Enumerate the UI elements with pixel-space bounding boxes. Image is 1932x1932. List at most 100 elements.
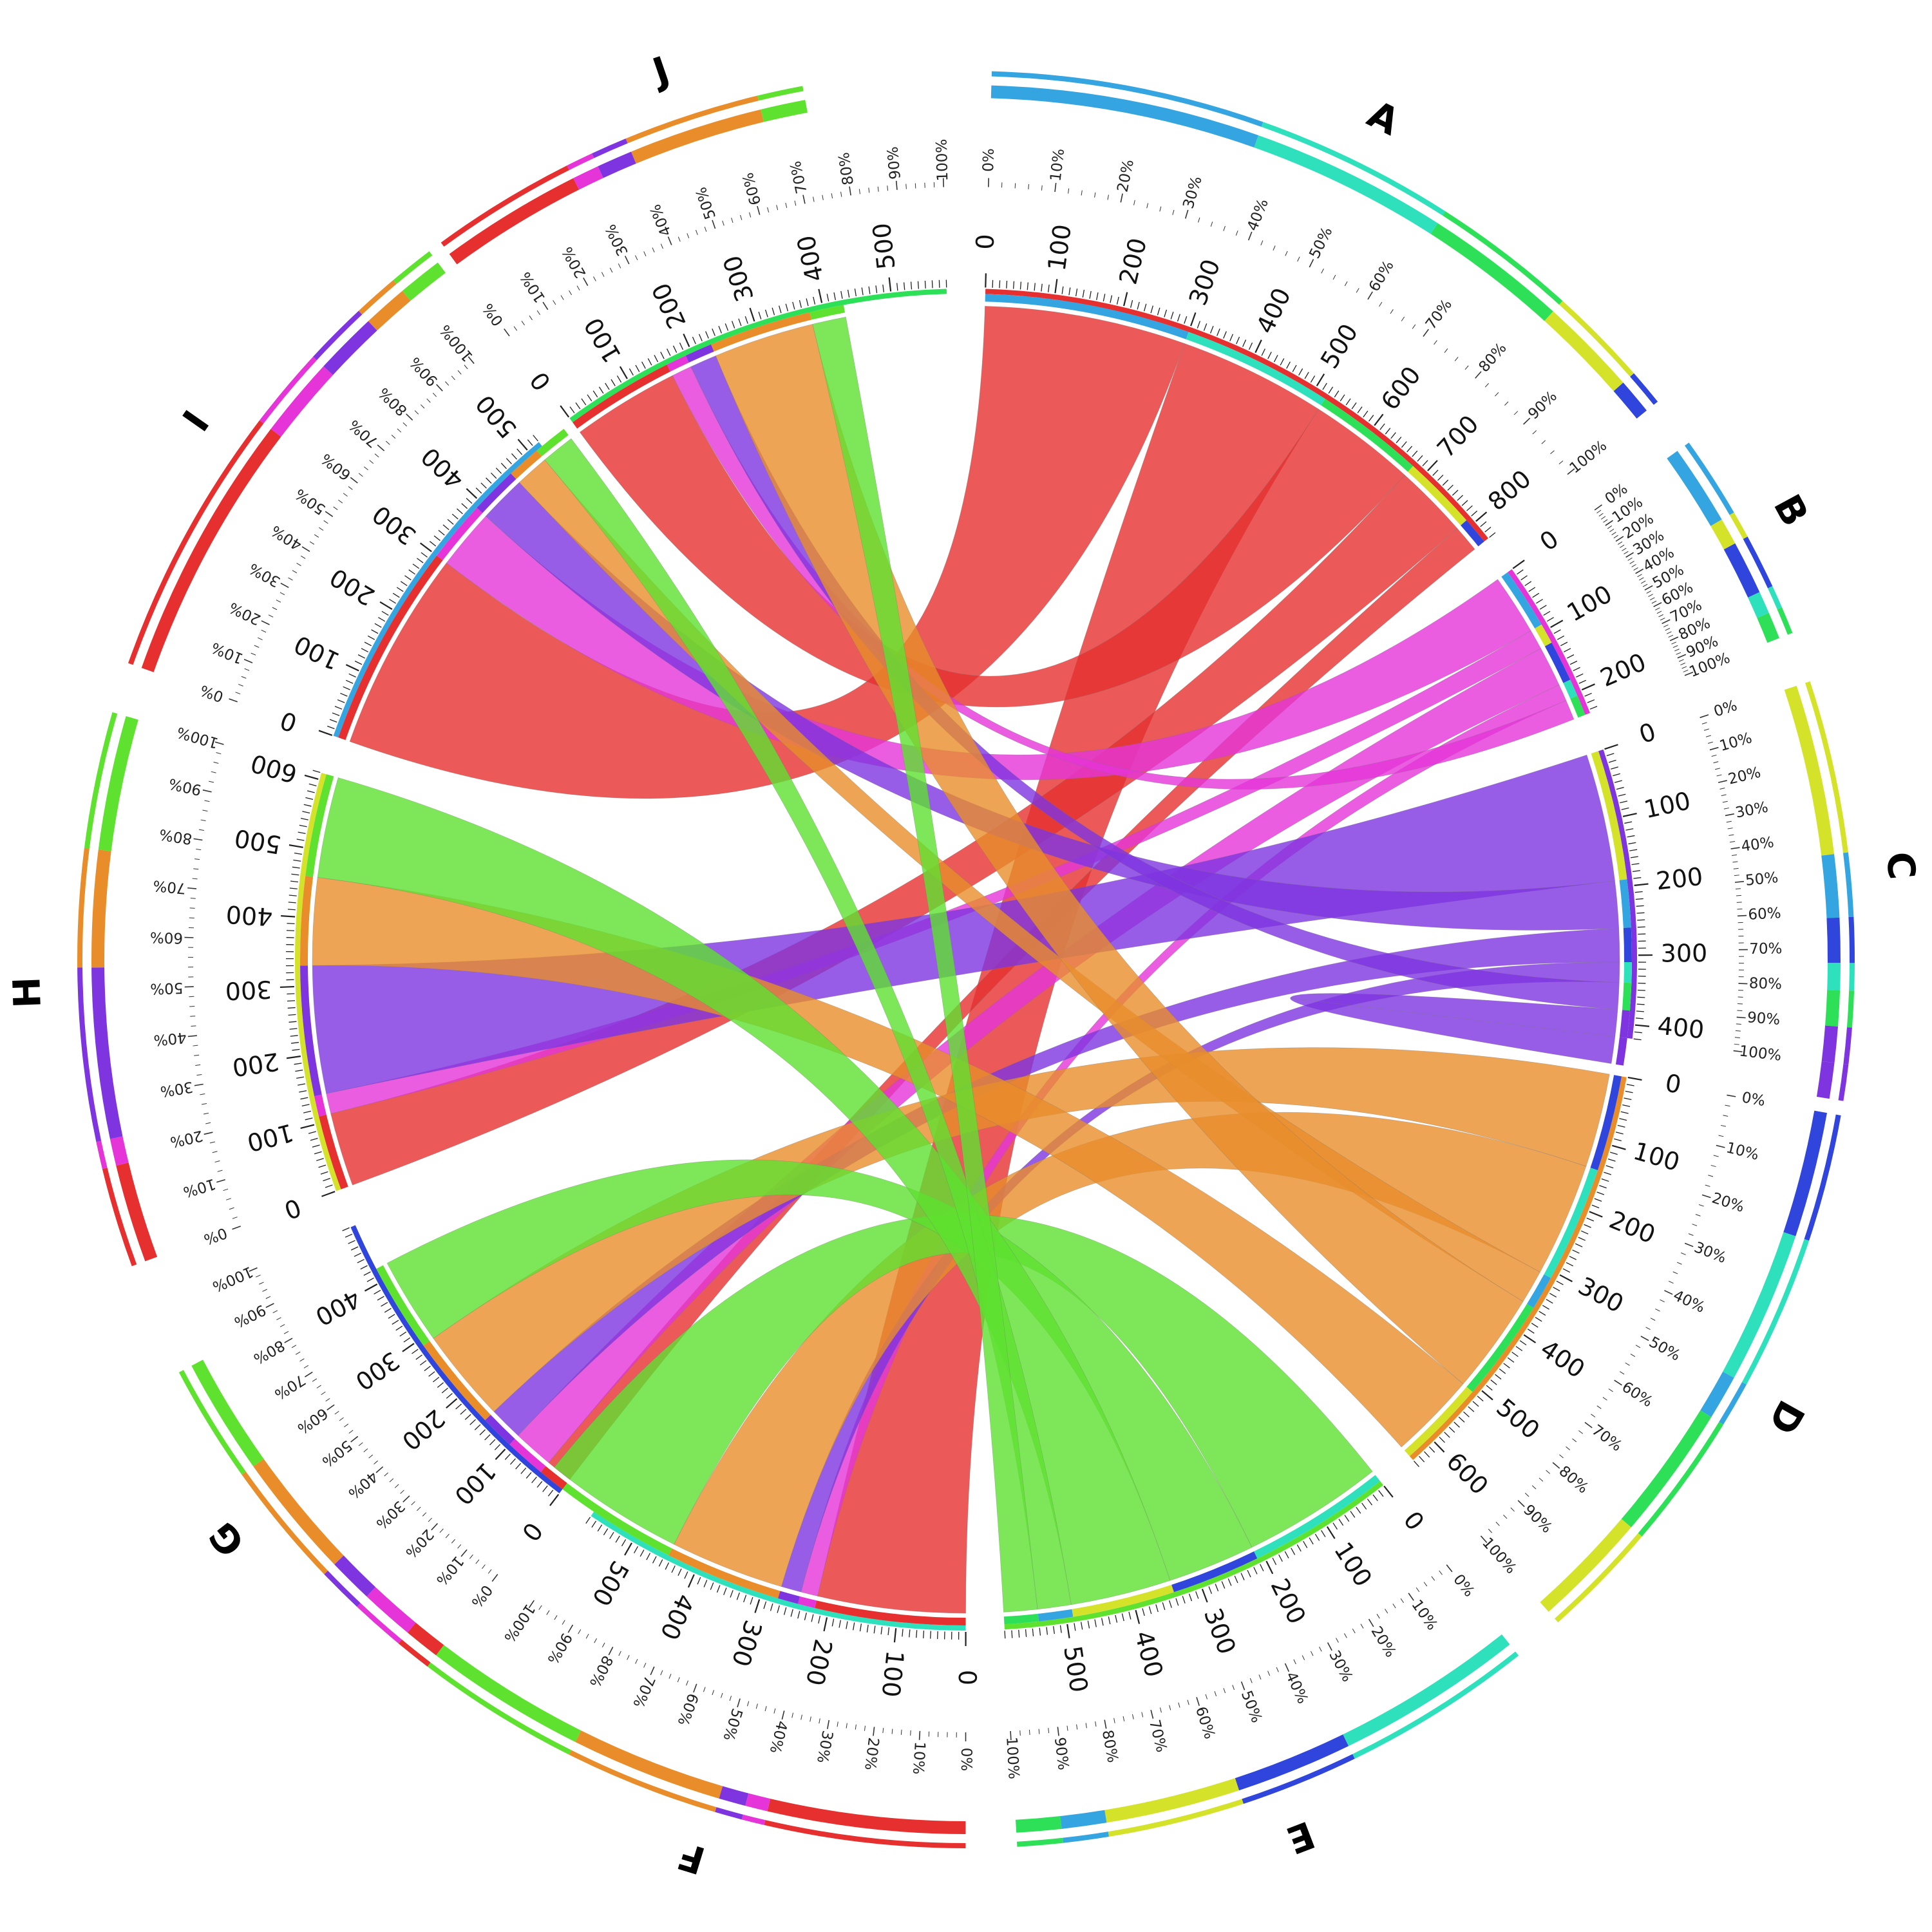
value-tick [818, 1615, 821, 1624]
percent-tick-label: 40% [1740, 834, 1775, 855]
percent-tick [1684, 671, 1694, 676]
percent-tick [203, 1112, 209, 1115]
value-tick [1108, 1616, 1111, 1625]
value-tick [461, 503, 468, 509]
value-tick [1041, 283, 1043, 292]
value-tick [999, 280, 1001, 289]
percent-tick [193, 1045, 198, 1046]
segment-F-outer-ring [719, 1786, 749, 1806]
segment-A-outer-ring [1544, 311, 1624, 392]
value-tick [1634, 883, 1649, 886]
percent-tick [528, 1600, 535, 1609]
value-tick [1620, 800, 1628, 804]
value-tick [1351, 402, 1357, 410]
value-tick [494, 1444, 501, 1450]
value-tick [381, 1302, 388, 1307]
percent-tick [1159, 206, 1162, 212]
percent-tick [1095, 1721, 1097, 1727]
value-tick [486, 477, 492, 484]
segment-D-thin-ring [1638, 1421, 1724, 1537]
segment-I-outer-ring [323, 321, 377, 375]
value-tick-label: 600 [1441, 1447, 1493, 1501]
segment-G-thin-ring [398, 1639, 431, 1667]
percent-tick [1613, 535, 1618, 539]
value-tick [466, 498, 473, 504]
segment-I-thin-ring [313, 310, 363, 361]
percent-tick-label: 40% [1282, 1669, 1311, 1706]
value-tick [1628, 842, 1636, 845]
value-tick [286, 1056, 301, 1059]
segment-G-outer-ring [191, 1359, 264, 1467]
value-tick [1082, 289, 1085, 298]
percent-tick [1210, 222, 1213, 227]
percent-tick [1309, 259, 1314, 268]
segment-J-thin-ring [625, 95, 759, 144]
percent-tick [1379, 301, 1383, 307]
percent-tick [397, 428, 402, 433]
value-tick [1357, 406, 1363, 413]
value-tick [1553, 629, 1561, 634]
percent-tick [1713, 1155, 1719, 1157]
segment-I-outer-ring [141, 429, 281, 672]
value-tick [489, 1439, 496, 1446]
percent-tick-label: 10% [1408, 1597, 1441, 1634]
segment-label-I: I [174, 402, 218, 439]
value-tick [308, 1131, 316, 1134]
percent-tick [1700, 714, 1709, 719]
segment-B-thin-ring [1685, 442, 1734, 515]
value-tick [1517, 569, 1524, 575]
value-tick [598, 386, 604, 394]
percent-tick [1010, 1730, 1012, 1741]
value-tick [698, 334, 703, 342]
value-tick [1110, 295, 1113, 303]
segment-F-inner-part [815, 1600, 966, 1625]
value-tick [337, 699, 345, 703]
segment-G-inner-part [509, 1439, 546, 1472]
segment-label-E: E [1281, 1812, 1320, 1862]
percent-tick [1692, 1224, 1698, 1226]
percent-tick [1645, 1327, 1651, 1331]
segment-C-inner-part [1591, 751, 1627, 880]
segment-C-thin-ring [1805, 681, 1848, 853]
value-tick [1569, 1256, 1577, 1260]
value-tick [424, 1365, 431, 1372]
percent-tick [1276, 1667, 1279, 1672]
percent-tick [1552, 1462, 1560, 1469]
value-tick [1614, 780, 1622, 783]
value-tick-label: 400 [1535, 1334, 1590, 1384]
value-tick [1422, 460, 1428, 467]
value-tick [575, 402, 581, 410]
percent-tick [249, 1267, 258, 1272]
percent-tick [819, 1718, 820, 1724]
value-tick [887, 1627, 890, 1636]
value-tick [304, 774, 319, 780]
value-tick [1291, 1548, 1296, 1555]
percent-tick [1734, 1043, 1739, 1045]
value-tick [364, 641, 372, 647]
value-tick-label: 200 [1596, 648, 1650, 692]
percent-tick [776, 205, 779, 211]
percent-tick [358, 473, 363, 477]
percent-tick [204, 800, 210, 802]
value-tick [1562, 1268, 1571, 1273]
value-tick [1614, 1138, 1622, 1142]
value-tick-label: 500 [867, 222, 901, 271]
percent-tick [265, 1296, 271, 1299]
percent-tick [1214, 1691, 1217, 1696]
percent-tick-label: 90% [167, 775, 204, 798]
percent-tick [431, 1523, 439, 1531]
value-tick [310, 1137, 318, 1141]
percent-tick-label: 50% [1646, 1334, 1683, 1365]
percent-tick [800, 1714, 802, 1720]
value-tick [609, 1531, 614, 1539]
percent-tick [276, 1317, 281, 1320]
percent-tick [1546, 1470, 1550, 1474]
value-tick-label: 100 [1630, 1137, 1683, 1177]
percent-tick [1495, 1522, 1500, 1526]
value-tick [896, 283, 898, 291]
segment-arc-C [1598, 749, 1638, 1039]
value-tick [1304, 372, 1309, 379]
percent-tick [1293, 1659, 1296, 1665]
value-tick [1261, 348, 1265, 356]
value-tick [1428, 1446, 1435, 1453]
